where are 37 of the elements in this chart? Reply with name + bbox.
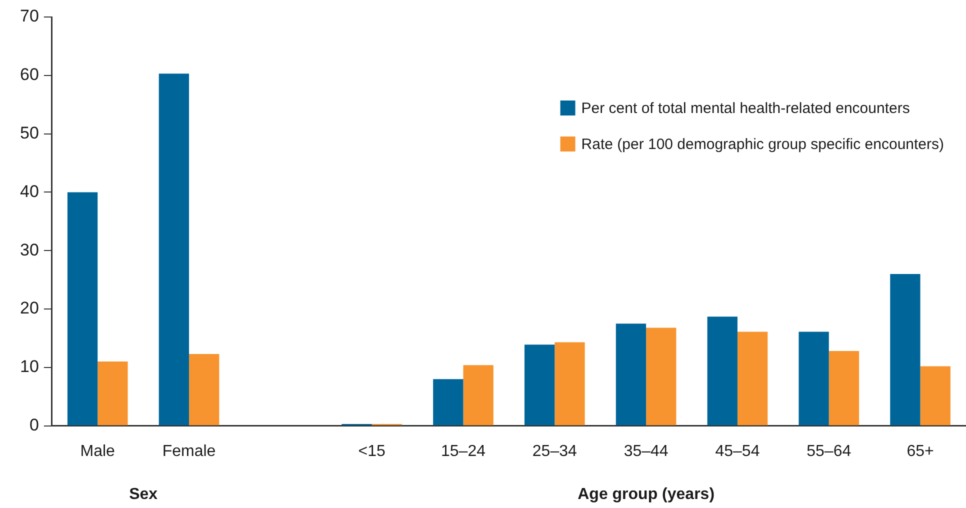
x-tick-label: 25–34 bbox=[532, 442, 578, 460]
bar bbox=[433, 379, 464, 426]
bar bbox=[189, 354, 220, 426]
y-tick-label: 40 bbox=[20, 182, 39, 201]
x-tick-label: 15–24 bbox=[441, 442, 486, 460]
bar bbox=[158, 74, 190, 426]
x-tick-label: Female bbox=[162, 442, 216, 460]
bar bbox=[737, 332, 768, 426]
y-tick-label: 30 bbox=[20, 240, 39, 260]
bar bbox=[67, 192, 98, 426]
y-tick-label: 50 bbox=[20, 123, 39, 142]
legend-label: Per cent of total mental health-related encounters bbox=[581, 100, 910, 118]
y-tick-label: 60 bbox=[20, 65, 39, 84]
bar bbox=[798, 332, 829, 426]
legend-label: Rate (per 100 demographic group specific encounters) bbox=[581, 136, 944, 154]
x-tick-label: <15 bbox=[358, 442, 386, 460]
text: Age group (years) bbox=[578, 486, 715, 504]
bar bbox=[828, 351, 860, 426]
x-tick-label: 65+ bbox=[906, 442, 934, 460]
x-tick-label: Male bbox=[80, 442, 116, 460]
bar bbox=[616, 324, 646, 426]
y-tick-label: 20 bbox=[20, 298, 39, 318]
bar bbox=[707, 316, 738, 426]
bar bbox=[98, 362, 128, 426]
text: Sex bbox=[129, 486, 158, 504]
bar bbox=[524, 344, 555, 426]
bar bbox=[554, 342, 585, 426]
bar bbox=[890, 274, 920, 426]
bar bbox=[646, 328, 676, 426]
y-tick-label: 10 bbox=[20, 357, 39, 376]
x-tick-label: 45–54 bbox=[715, 442, 760, 460]
x-tick-label: 55–64 bbox=[806, 442, 852, 460]
x-tick-label: 35–44 bbox=[624, 442, 668, 460]
y-tick-label: 70 bbox=[20, 6, 39, 26]
bar bbox=[920, 366, 950, 426]
y-tick-label: 0 bbox=[29, 415, 39, 434]
bar bbox=[463, 365, 494, 426]
